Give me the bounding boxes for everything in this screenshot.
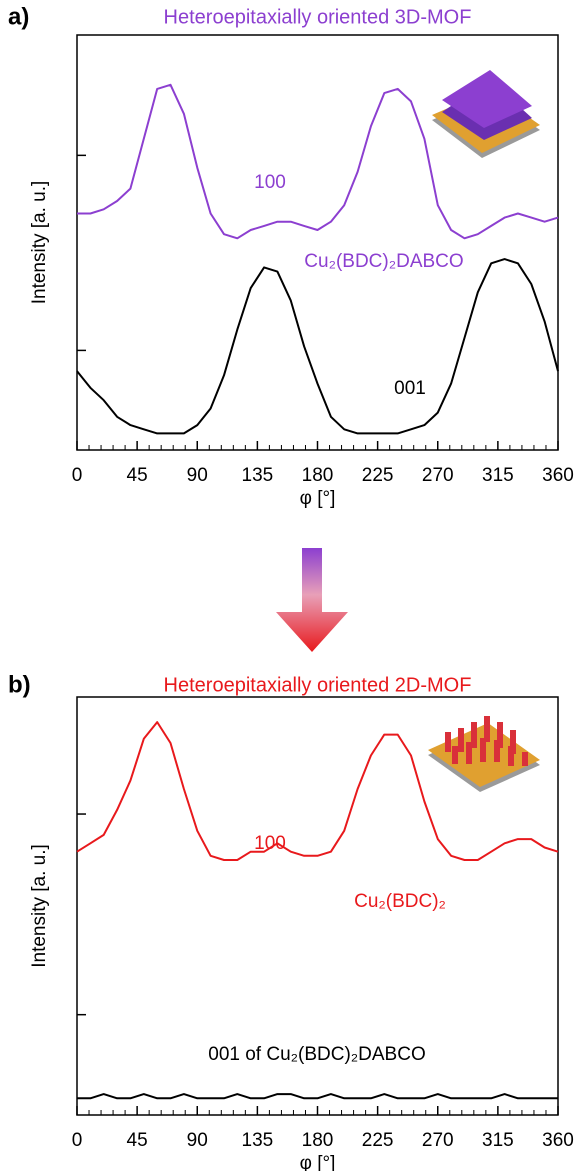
x-tick-label: 135	[242, 1130, 274, 1151]
x-tick-label: 180	[302, 465, 334, 486]
annotation: 001 of Cu₂(BDC)₂DABCO	[208, 1044, 425, 1065]
x-tick-label: 360	[542, 465, 574, 486]
panel-label: a)	[8, 3, 29, 30]
x-tick-label: 90	[187, 465, 208, 486]
panel-label: b)	[8, 671, 31, 698]
x-tick-label: 45	[127, 465, 148, 486]
data-line	[77, 83, 559, 240]
x-tick-label: 315	[482, 1130, 514, 1151]
x-axis-label: φ [°]	[300, 488, 336, 509]
x-tick-label: 0	[72, 1130, 83, 1151]
data-line	[77, 1093, 558, 1100]
x-tick-label: 90	[187, 1130, 208, 1151]
x-tick-label: 225	[362, 465, 394, 486]
chart-title: Heteroepitaxially oriented 3D-MOF	[164, 6, 472, 28]
transition-arrow	[276, 548, 348, 652]
data-line	[76, 721, 559, 861]
x-tick-label: 270	[422, 465, 454, 486]
x-axis-label: φ [°]	[300, 1153, 336, 1171]
x-tick-label: 270	[422, 1130, 454, 1151]
inset-2d-mof	[428, 716, 540, 792]
x-tick-label: 0	[72, 465, 83, 486]
chart-title: Heteroepitaxially oriented 2D-MOF	[164, 674, 472, 696]
annotation: 100	[254, 172, 286, 193]
x-tick-label: 315	[482, 465, 514, 486]
x-tick-label: 225	[362, 1130, 394, 1151]
data-line	[76, 258, 559, 435]
annotation: 100	[254, 833, 286, 854]
annotation: Cu₂(BDC)₂DABCO	[304, 251, 463, 272]
x-tick-label: 135	[242, 465, 274, 486]
x-tick-label: 45	[127, 1130, 148, 1151]
y-axis-label: Intensity [a. u.]	[29, 844, 50, 968]
annotation: Cu₂(BDC)₂	[354, 891, 446, 912]
annotation: 001	[394, 378, 426, 399]
x-tick-label: 360	[542, 1130, 574, 1151]
inset-3d-mof	[432, 70, 540, 158]
x-tick-label: 180	[302, 1130, 334, 1151]
y-axis-label: Intensity [a. u.]	[29, 181, 50, 305]
